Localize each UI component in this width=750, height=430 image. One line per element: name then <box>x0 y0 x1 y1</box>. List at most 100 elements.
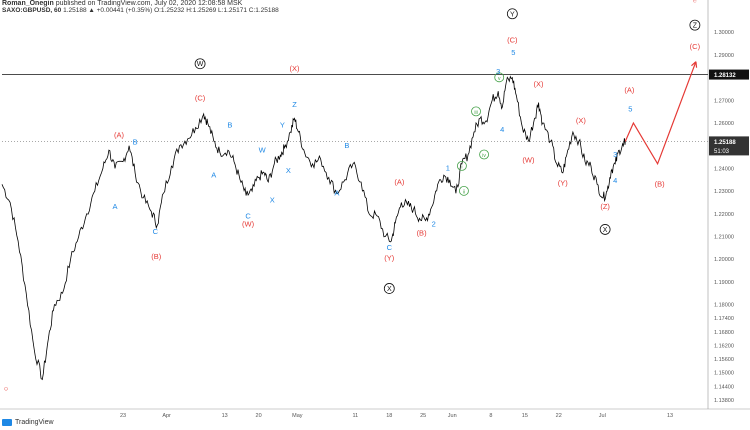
x-tick-label: May <box>292 413 303 419</box>
wave-label: (Z) <box>600 202 610 211</box>
wave-circle-marker <box>457 160 467 171</box>
wave-label: (C) <box>195 93 206 102</box>
wave-label: C <box>387 243 393 252</box>
wave-label: (C) <box>690 42 701 51</box>
y-tick-label: 1.29000 <box>714 53 734 59</box>
wave-label: (C) <box>507 35 518 44</box>
wave-circle-marker <box>506 8 518 20</box>
wave-label: B <box>344 141 349 150</box>
y-tick-label: 1.13800 <box>714 398 734 404</box>
projection-arrowhead <box>691 61 698 68</box>
wave-label: 5 <box>511 48 515 57</box>
wave-label: (B) <box>417 228 428 237</box>
price-line <box>1 75 626 381</box>
wave-circle-marker <box>494 72 505 83</box>
wave-label: X <box>286 166 291 175</box>
wave-label: (A) <box>624 85 635 94</box>
wave-label: (X) <box>289 64 300 73</box>
y-tick-label: 1.16800 <box>714 330 734 336</box>
wave-circle-marker <box>599 224 611 235</box>
wave-label: (Y) <box>558 178 569 187</box>
y-tick-label: 1.22000 <box>714 212 734 218</box>
y-tick-label: 1.15000 <box>714 371 734 377</box>
x-tick-label: Apr <box>162 413 171 419</box>
wave-label: 3 <box>613 150 617 159</box>
wave-label: Z <box>693 23 698 30</box>
wave-label: ○ <box>4 384 9 393</box>
y-tick-label: 1.15600 <box>714 357 734 363</box>
wave-circle-marker <box>194 58 206 70</box>
wave-circle-marker <box>479 149 489 160</box>
wave-label: A <box>211 170 216 179</box>
author-name: Roman_Onegin <box>2 0 54 7</box>
projection-path <box>624 61 697 166</box>
y-tick-label: 1.21000 <box>714 234 734 240</box>
wave-label: 5 <box>628 105 632 114</box>
price-label-box <box>709 136 749 156</box>
wave-label: X <box>387 286 392 293</box>
x-tick-label: 15 <box>522 413 528 419</box>
wave-label: e <box>693 0 697 5</box>
wave-label: A <box>334 189 339 198</box>
tradingview-footer: TradingView <box>2 419 54 426</box>
wave-label: (X) <box>576 116 587 125</box>
y-tick-label: 1.16200 <box>714 343 734 349</box>
wave-label: X <box>270 195 275 204</box>
wave-label: B <box>133 138 138 147</box>
y-tick-label: 1.24000 <box>714 166 734 172</box>
wave-label: ii <box>463 189 465 195</box>
y-tick-label: 1.26000 <box>714 121 734 127</box>
wave-label: 4 <box>613 176 617 185</box>
x-tick-label: 20 <box>256 413 262 419</box>
x-tick-label: 22 <box>556 413 562 419</box>
wave-label: A <box>112 202 117 211</box>
wave-label: (X) <box>534 80 545 89</box>
y-tick-label: 1.23000 <box>714 189 734 195</box>
x-tick-label: 13 <box>222 413 228 419</box>
wave-label: iii <box>474 110 477 116</box>
price-label: 1.25188 <box>714 140 736 146</box>
tradingview-brand: TradingView <box>15 419 54 426</box>
wave-label: Y <box>510 11 515 18</box>
price-label-box <box>709 69 749 80</box>
wave-label: (W) <box>242 219 255 228</box>
y-tick-label: 1.30000 <box>714 30 734 36</box>
published-text: published on TradingView.com, July 02, 2… <box>55 0 243 7</box>
wave-label: B <box>227 121 232 130</box>
x-tick-label: 8 <box>489 413 492 419</box>
wave-label: W <box>259 145 267 154</box>
wave-label: 1 <box>446 164 450 173</box>
y-tick-label: 1.14400 <box>714 384 734 390</box>
wave-label: X <box>603 227 608 234</box>
y-tick-label: 1.19000 <box>714 280 734 286</box>
wave-label: W <box>197 61 204 68</box>
x-tick-label: 23 <box>120 413 126 419</box>
wave-label: (W) <box>522 156 535 165</box>
wave-circle-marker <box>471 106 481 117</box>
wave-label: C <box>245 211 251 220</box>
tradingview-logo-icon <box>2 419 12 426</box>
wave-label: 2 <box>432 219 436 228</box>
publish-info: Roman_Onegin published on TradingView.co… <box>2 0 242 8</box>
y-tick-label: 1.20000 <box>714 257 734 263</box>
symbol-info: SAXO:GBPUSD, 60 1.25188 ▲ +0.00441 (+0.3… <box>2 7 279 15</box>
price-label: 1.28132 <box>714 73 736 79</box>
x-tick-label: 11 <box>353 413 359 419</box>
y-tick-label: 1.27000 <box>714 98 734 104</box>
y-tick-label: 1.17400 <box>714 316 734 322</box>
x-tick-label: 18 <box>386 413 392 419</box>
symbol-label: SAXO:GBPUSD, 60 <box>2 7 62 14</box>
x-tick-label: Jul <box>599 413 606 419</box>
wave-label: (A) <box>394 177 405 186</box>
y-tick-label: 1.18000 <box>714 303 734 309</box>
wave-label: i <box>461 164 462 170</box>
wave-label: Z <box>292 100 297 109</box>
ohlc-readout: 1.25188 ▲ +0.00441 (+0.35%) O:1.25232 H:… <box>63 7 279 14</box>
wave-label: Y <box>280 121 285 130</box>
wave-circle-marker <box>459 185 469 196</box>
wave-label: (A) <box>114 131 125 140</box>
x-tick-label: Jun <box>448 413 457 419</box>
wave-label: C <box>153 227 159 236</box>
wave-label: (B) <box>655 180 666 189</box>
